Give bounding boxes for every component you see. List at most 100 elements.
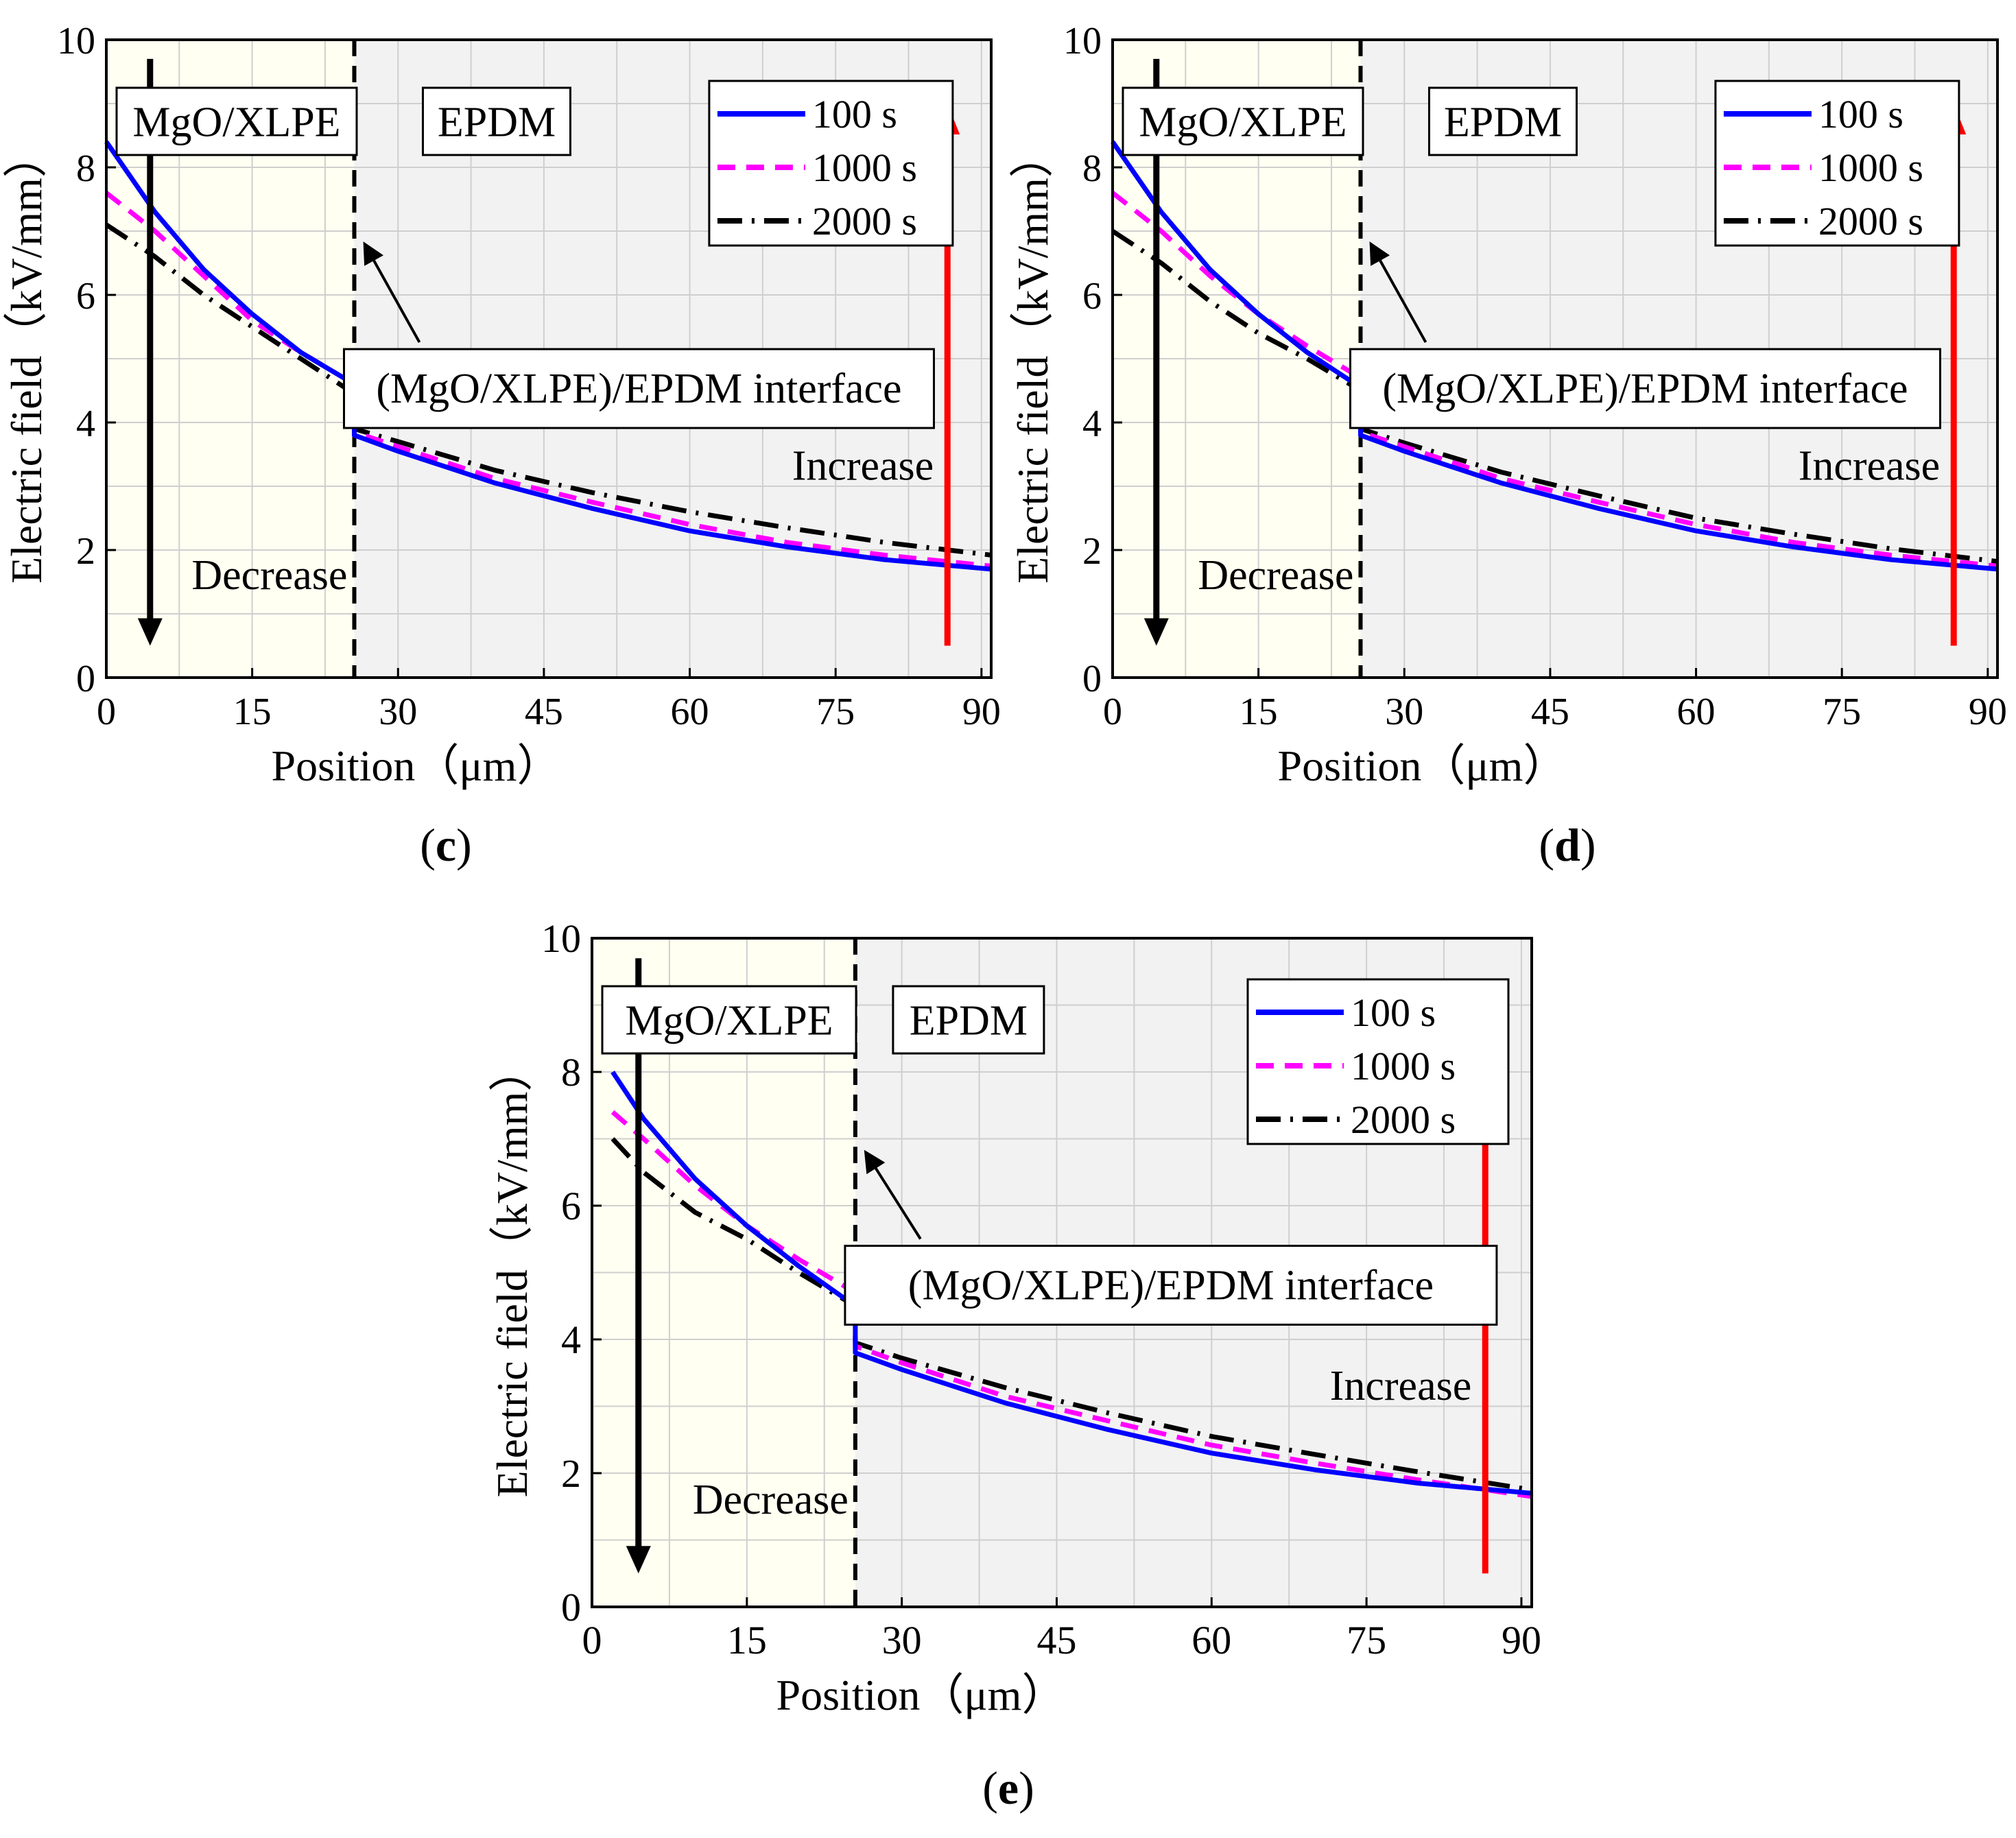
interface-annotation-box xyxy=(342,348,935,429)
legend-entry: 100 s xyxy=(1818,92,1904,136)
x-tick-label: 15 xyxy=(727,1618,767,1662)
caption-paren-close: ) xyxy=(456,819,472,871)
x-tick-label: 75 xyxy=(816,691,855,733)
label-mgo-xlpe: MgO/XLPE xyxy=(625,998,833,1045)
x-tick-label: 75 xyxy=(1823,691,1861,733)
y-axis-label: Electric field（kV/mm） xyxy=(488,1048,536,1498)
decrease-arrowhead xyxy=(137,618,163,646)
y-tick-label: 4 xyxy=(76,403,95,445)
caption-paren-open: ( xyxy=(1539,819,1554,871)
caption-paren-open: ( xyxy=(982,1762,998,1814)
series-line-1000s xyxy=(104,191,992,569)
panel-e: 0 15 30 45 60 75 90 0 2 4 6 8 10 Position（μm） Electric… xyxy=(488,916,1541,1814)
x-tick-label: 45 xyxy=(1531,691,1569,733)
caption-letter: e xyxy=(998,1762,1019,1814)
series-line-2000s xyxy=(1111,229,1998,564)
y-tick-label: 2 xyxy=(561,1451,581,1496)
x-tick-label: 60 xyxy=(671,691,709,733)
caption-letter: d xyxy=(1554,819,1580,871)
x-tick-label: 45 xyxy=(525,691,563,733)
y-tick-label: 6 xyxy=(1082,275,1102,318)
legend-entry: 1000 s xyxy=(1351,1044,1456,1088)
decrease-arrowhead xyxy=(626,1546,651,1574)
x-tick-label: 15 xyxy=(1240,691,1278,733)
label-epdm: EPDM xyxy=(438,99,556,146)
y-tick-label: 8 xyxy=(561,1050,581,1095)
x-tick-label: 0 xyxy=(582,1618,602,1662)
series-line-1000s xyxy=(610,1110,1532,1499)
legend-entry: 2000 s xyxy=(812,199,917,243)
label-mgo-xlpe-box xyxy=(1122,86,1364,156)
plot-frame xyxy=(105,38,993,679)
y-tick-label: 10 xyxy=(57,20,95,62)
label-mgo-xlpe: MgO/XLPE xyxy=(1139,99,1347,146)
x-tick-label: 90 xyxy=(962,691,1001,733)
y-axis-label: Electric field（kV/mm） xyxy=(1008,134,1057,584)
increase-label: Increase xyxy=(792,443,934,490)
label-epdm-box xyxy=(1427,86,1578,156)
y-tick-label: 6 xyxy=(561,1184,581,1228)
y-tick-label: 0 xyxy=(76,658,95,700)
x-axis-label: Position（μm） xyxy=(1278,741,1567,790)
y-tick-label: 10 xyxy=(1063,20,1102,62)
plot-frame xyxy=(591,937,1533,1608)
y-tick-label: 0 xyxy=(561,1585,581,1630)
x-tick-label: 0 xyxy=(97,691,116,733)
x-tick-label: 0 xyxy=(1103,691,1122,733)
increase-label: Increase xyxy=(1799,443,1941,490)
label-epdm: EPDM xyxy=(1444,99,1562,146)
label-epdm: EPDM xyxy=(910,998,1028,1045)
legend-entry: 1000 s xyxy=(1818,145,1923,190)
y-tick-label: 10 xyxy=(541,916,581,961)
interface-annotation: (MgO/XLPE)/EPDM interface xyxy=(1382,366,1908,412)
y-tick-label: 8 xyxy=(1082,147,1102,190)
interface-pointer-arrow xyxy=(1369,241,1427,344)
interface-annotation-box xyxy=(1349,348,1941,429)
y-tick-label: 4 xyxy=(561,1317,581,1362)
interface-annotation: (MgO/XLPE)/EPDM interface xyxy=(376,366,901,412)
decrease-label: Decrease xyxy=(1198,552,1353,599)
legend-entry: 2000 s xyxy=(1351,1097,1456,1142)
caption-letter: c xyxy=(436,819,456,871)
interface-pointer-arrow xyxy=(363,241,421,344)
increase-label: Increase xyxy=(1330,1363,1472,1409)
legend-entry: 100 s xyxy=(812,92,897,136)
y-tick-label: 2 xyxy=(76,530,95,573)
series-line-100s xyxy=(104,140,992,572)
label-epdm-box xyxy=(892,985,1045,1055)
caption-paren-open: ( xyxy=(420,819,436,871)
series-line-100s xyxy=(1111,140,1998,572)
label-epdm-box xyxy=(421,86,571,156)
legend-box xyxy=(1714,80,1960,247)
series-line-1000s xyxy=(1111,191,1998,569)
panel-d: 0 15 30 45 60 75 90 0 2 4 6 8 10 Position（μm） Electric… xyxy=(1008,20,2007,871)
label-mgo-xlpe: MgO/XLPE xyxy=(132,99,340,146)
x-tick-label: 60 xyxy=(1677,691,1716,733)
x-tick-label: 90 xyxy=(1969,691,2007,733)
x-tick-label: 15 xyxy=(233,691,272,733)
label-mgo-xlpe-box xyxy=(115,86,358,156)
label-mgo-xlpe-box xyxy=(601,985,857,1055)
panel-caption: (e) xyxy=(982,1762,1034,1814)
x-tick-label: 30 xyxy=(379,691,417,733)
y-tick-label: 0 xyxy=(1082,658,1102,700)
y-tick-label: 6 xyxy=(76,275,95,318)
caption-paren-close: ) xyxy=(1580,819,1596,871)
interface-annotation: (MgO/XLPE)/EPDM interface xyxy=(908,1263,1434,1309)
legend-box xyxy=(708,80,954,247)
plot-frame xyxy=(1111,38,1999,679)
series-line-2000s xyxy=(105,222,992,558)
x-tick-label: 60 xyxy=(1191,1618,1231,1662)
panel-c: 0 15 30 45 60 75 90 0 2 4 6 8 10 Position（μm） Electric… xyxy=(2,20,1001,871)
legend-entry: 2000 s xyxy=(1818,199,1923,243)
x-tick-label: 45 xyxy=(1036,1618,1076,1662)
interface-annotation-box xyxy=(844,1245,1498,1326)
y-tick-label: 8 xyxy=(76,147,95,190)
decrease-label: Decrease xyxy=(693,1477,849,1523)
interface-pointer-arrow xyxy=(864,1149,922,1240)
decrease-label: Decrease xyxy=(191,552,347,599)
x-tick-label: 90 xyxy=(1502,1618,1541,1662)
caption-paren-close: ) xyxy=(1019,1762,1034,1814)
x-tick-label: 30 xyxy=(882,1618,922,1662)
legend-entry: 100 s xyxy=(1351,990,1436,1035)
